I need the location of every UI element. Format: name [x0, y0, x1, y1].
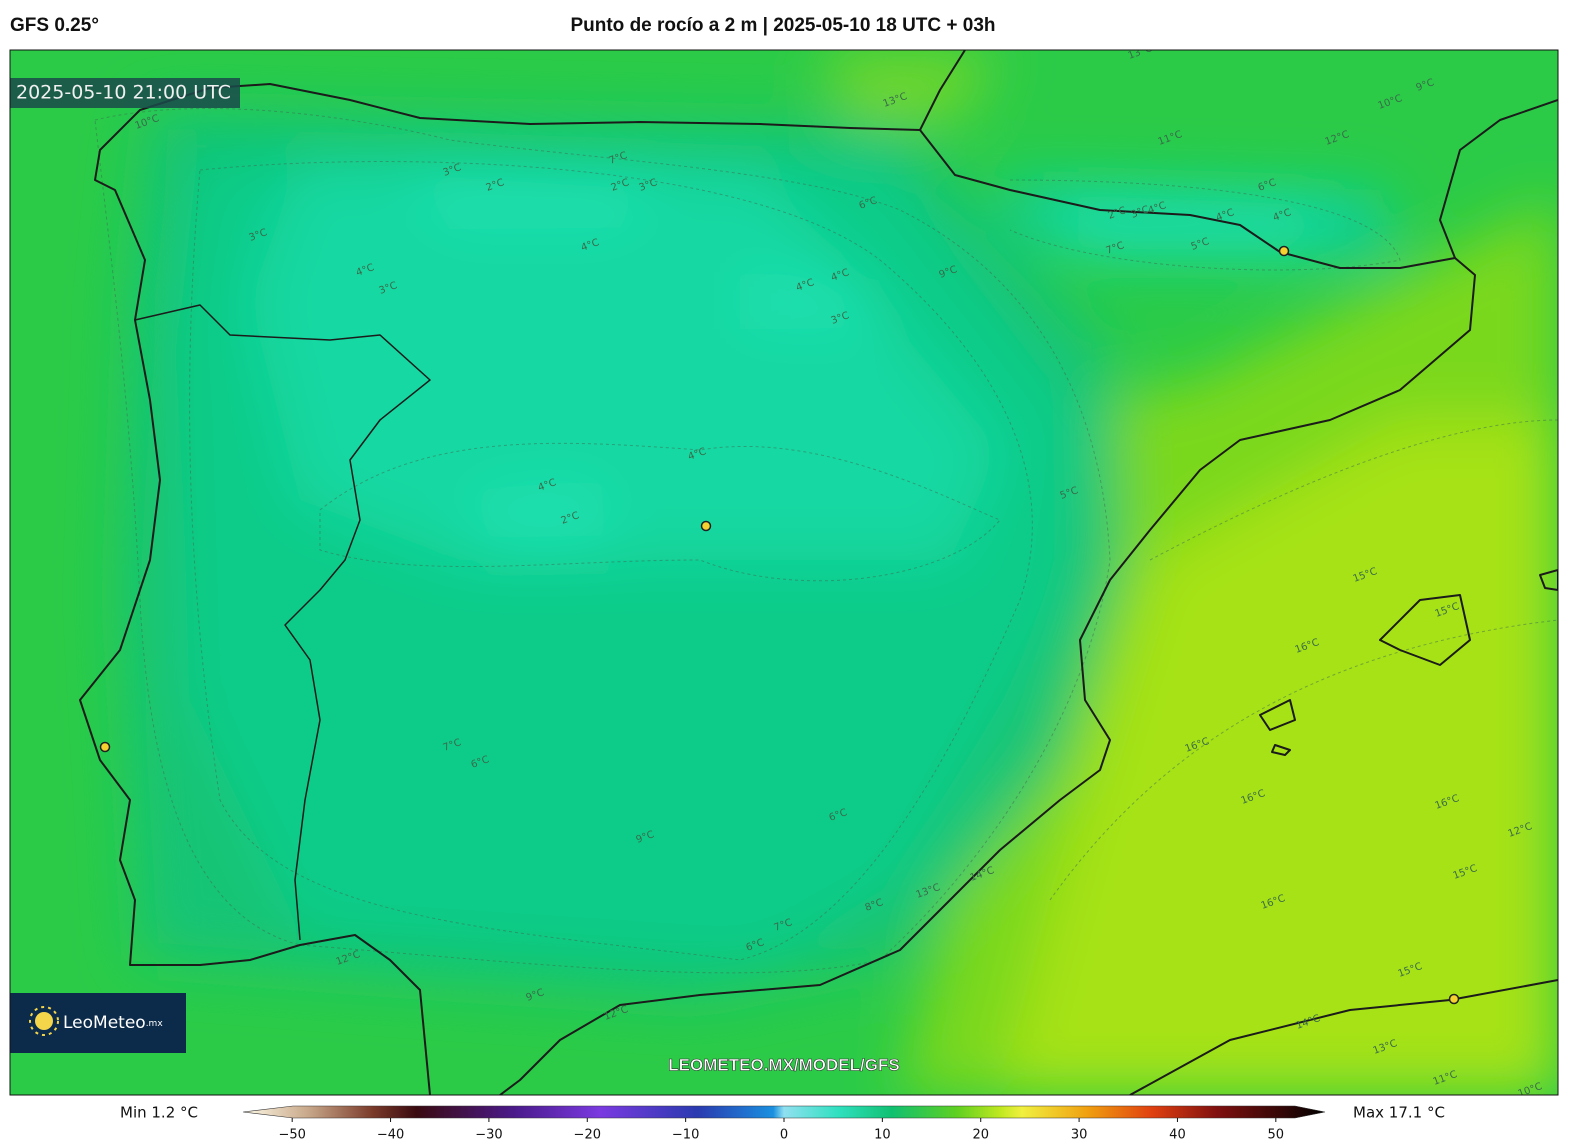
- colorbar-tick-label: 10: [874, 1128, 891, 1143]
- colorbar-tick-label: 0: [780, 1128, 788, 1143]
- logo-suffix: .mx: [146, 1019, 164, 1029]
- contour-label: 13°C: [1127, 43, 1154, 62]
- max-label: Max 17.1 °C: [1353, 1104, 1445, 1122]
- colorbar-tick-label: −40: [377, 1128, 404, 1143]
- colorbar: −50 −40 −30 −20 −10 0 10 20 30 40 50: [242, 1105, 1326, 1143]
- min-label: Min 1.2 °C: [120, 1104, 198, 1122]
- colorbar-tick-label: 50: [1268, 1128, 1285, 1143]
- colorbar-tick-label: 20: [972, 1128, 989, 1143]
- logo-text: LeoMeteo.mx: [63, 1013, 163, 1033]
- city-markers: [99, 245, 1460, 1005]
- logo-sun: [29, 1006, 59, 1036]
- colorbar-tick-label: −20: [574, 1128, 601, 1143]
- logo-name: LeoMeteo: [63, 1013, 146, 1033]
- map-title: Punto de rocío a 2 m | 2025-05-10 18 UTC…: [570, 15, 995, 36]
- model-name: GFS 0.25°: [10, 15, 99, 36]
- colorbar-tick-label: −50: [278, 1128, 305, 1143]
- time-box: [10, 78, 240, 108]
- dewpoint-field: [120, 50, 1558, 1095]
- colorbar-bar: [242, 1105, 1326, 1119]
- coastlines: [79, 50, 1558, 1095]
- colorbar-tick-label: −10: [672, 1128, 699, 1143]
- colorbar-tick-label: −30: [475, 1128, 502, 1143]
- watermark: LEOMETEO.MX/MODEL/GFS: [668, 1055, 899, 1074]
- map-frame: [9, 49, 1559, 1096]
- colorbar-tick-label: 40: [1169, 1128, 1186, 1143]
- contours: [94, 108, 1558, 974]
- map: 13°C13°C10°C9°C11°C 12°C10°C7°C3°C2°C 2°C 3…: [10, 43, 1558, 1095]
- colorbar-tick-label: 30: [1071, 1128, 1088, 1143]
- valid-time: 2025-05-10 21:00 UTC: [16, 82, 231, 104]
